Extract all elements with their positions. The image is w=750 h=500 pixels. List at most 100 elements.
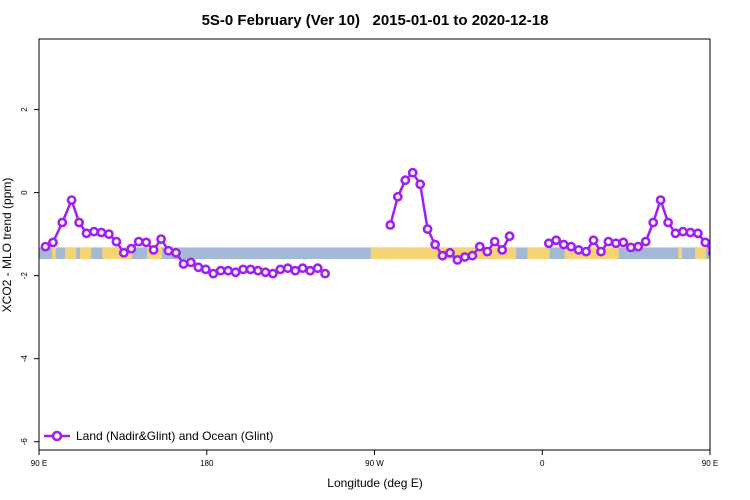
data-point	[678, 226, 688, 237]
data-point	[551, 235, 562, 246]
data-point	[267, 268, 278, 279]
data-point	[74, 217, 84, 228]
y-axis-label: XCO2 - MLO trend (ppm)	[0, 178, 14, 313]
data-point	[618, 237, 629, 248]
data-point	[459, 252, 470, 262]
data-point	[223, 265, 234, 276]
data-point	[573, 244, 584, 255]
data-point	[200, 264, 211, 275]
data-point	[625, 242, 636, 253]
land-segment	[65, 247, 77, 260]
data-point	[238, 264, 248, 275]
x-tick-label: 0	[540, 459, 545, 468]
data-point	[57, 217, 68, 228]
data-point	[663, 217, 673, 228]
data-point	[66, 195, 77, 205]
data-point	[474, 241, 485, 252]
data-point	[437, 250, 448, 261]
data-point	[640, 236, 651, 247]
data-point	[253, 265, 263, 276]
land-segment	[527, 247, 550, 260]
land-segment	[80, 247, 92, 260]
data-point	[415, 179, 426, 190]
data-point	[171, 247, 181, 258]
data-point	[400, 175, 411, 186]
x-axis-label: Longitude (deg E)	[327, 476, 422, 490]
series-layer	[40, 167, 710, 279]
data-point	[700, 237, 710, 248]
data-point	[445, 247, 455, 258]
x-tick-label: 180	[200, 459, 214, 468]
y-tick-label: 2	[20, 107, 29, 112]
data-point	[297, 263, 308, 274]
data-point	[581, 246, 591, 257]
land-segment	[678, 247, 683, 260]
data-point	[118, 247, 129, 258]
map-band	[39, 247, 710, 260]
data-point	[126, 243, 137, 254]
data-point	[504, 231, 515, 242]
data-point	[385, 220, 396, 230]
land-segment	[102, 247, 133, 260]
data-point	[40, 241, 51, 252]
land-segment	[695, 247, 707, 260]
data-point	[48, 237, 58, 248]
x-tick-label: 90 E	[31, 459, 47, 468]
data-point	[133, 236, 144, 247]
x-tick-label: 90 W	[365, 459, 384, 468]
data-point	[670, 228, 681, 239]
data-point	[482, 246, 493, 257]
data-point	[422, 224, 433, 234]
data-point	[489, 236, 500, 247]
data-point	[655, 195, 666, 205]
data-point	[685, 227, 696, 238]
data-point	[156, 234, 166, 244]
data-point	[111, 236, 122, 247]
y-tick-label: -4	[20, 355, 29, 363]
data-point	[178, 259, 189, 269]
legend-marker-swatch	[51, 430, 63, 442]
data-point	[185, 257, 196, 268]
data-point	[89, 226, 99, 237]
data-point	[148, 244, 159, 255]
data-point	[245, 264, 256, 275]
data-point	[96, 227, 107, 238]
data-point	[430, 239, 440, 250]
data-point	[611, 238, 621, 249]
data-point	[305, 265, 316, 276]
data-point	[275, 264, 286, 275]
y-axis: 2 0 -2 -4 -6	[20, 107, 39, 445]
data-point	[497, 244, 508, 255]
data-point	[407, 167, 418, 178]
data-point	[215, 265, 226, 276]
data-point	[163, 245, 174, 256]
data-point	[588, 235, 599, 246]
data-point	[452, 254, 463, 265]
land-segment	[564, 247, 619, 260]
data-point	[603, 236, 614, 247]
land-segment	[52, 247, 56, 260]
data-point	[230, 267, 241, 278]
chart-title: 5S-0 February (Ver 10) 2015-01-01 to 202…	[202, 12, 549, 29]
data-point	[543, 238, 554, 249]
data-point	[312, 263, 323, 274]
y-tick-label: -6	[20, 438, 29, 446]
data-point	[104, 229, 114, 239]
data-point	[392, 191, 403, 202]
data-point	[81, 228, 92, 239]
data-point	[467, 250, 478, 261]
data-point	[693, 228, 703, 239]
data-point	[141, 237, 152, 248]
y-tick-label: -2	[20, 272, 29, 280]
data-point	[596, 246, 606, 257]
y-tick-label: 0	[20, 190, 29, 195]
data-point	[320, 268, 330, 279]
data-point	[648, 217, 659, 228]
x-axis: 90 E 180 90 W 0 90 E	[31, 450, 718, 468]
data-point	[282, 263, 293, 274]
x-tick-label: 90 E	[702, 459, 718, 468]
data-point	[633, 241, 644, 252]
data-point	[260, 267, 271, 278]
legend: Land (Nadir&Glint) and Ocean (Glint)	[44, 429, 273, 443]
